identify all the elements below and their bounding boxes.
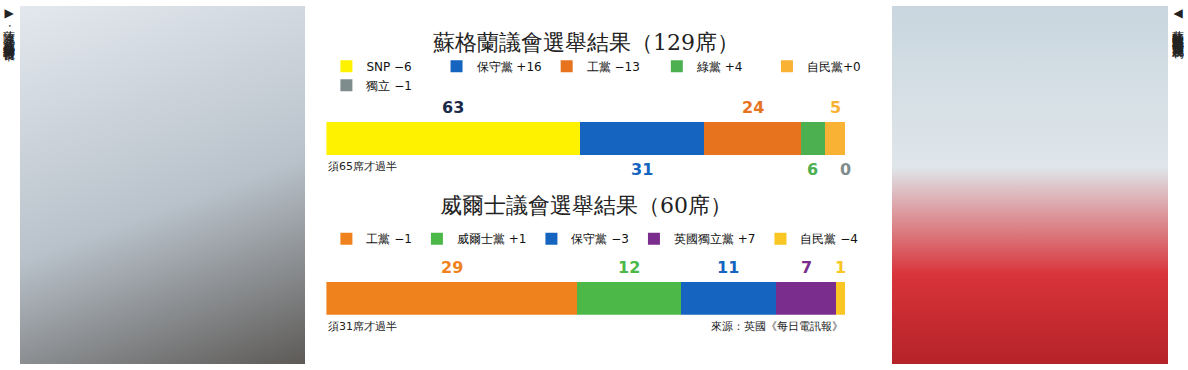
svg-text:獨立 −1: 獨立 −1 xyxy=(366,79,412,93)
html-text:◀蘇格蘭民族黨黨魁斯特金六日慶祝勝利: ◀蘇格蘭民族黨黨魁斯特金六日慶祝勝利 xyxy=(1171,6,1185,38)
svg-text:工黨 −13: 工黨 −13 xyxy=(587,60,640,74)
svg-text:7: 7 xyxy=(801,258,812,277)
svg-text:1: 1 xyxy=(835,258,846,277)
svg-text:12: 12 xyxy=(618,258,640,277)
svg-text:5: 5 xyxy=(830,98,841,117)
svg-text:英國獨立黨 +7: 英國獨立黨 +7 xyxy=(674,232,756,246)
svg-text:工黨 −1: 工黨 −1 xyxy=(366,232,412,246)
svg-text:須65席才過半: 須65席才過半 xyxy=(328,160,397,173)
html-text:美聯社: 美聯社 xyxy=(1171,361,1185,364)
svg-text:綠黨 +4: 綠黨 +4 xyxy=(696,60,743,74)
svg-text:自民黨+0: 自民黨+0 xyxy=(807,60,861,74)
svg-text:須31席才過半: 須31席才過半 xyxy=(328,320,397,333)
html-text:美聯社: 美聯社 xyxy=(2,361,16,364)
svg-text:蘇格蘭議會選舉結果（129席）: 蘇格蘭議會選舉結果（129席） xyxy=(433,30,739,55)
svg-text:SNP −6: SNP −6 xyxy=(366,60,411,74)
svg-text:威爾士議會選舉結果（60席）: 威爾士議會選舉結果（60席） xyxy=(440,193,732,218)
svg-text:保守黨 −3: 保守黨 −3 xyxy=(571,232,629,246)
svg-text:來源：英國《每日電訊報》: 來源：英國《每日電訊報》 xyxy=(711,320,843,333)
svg-text:31: 31 xyxy=(631,160,653,179)
svg-text:0: 0 xyxy=(840,160,851,179)
svg-text:11: 11 xyxy=(717,258,739,277)
svg-text:自民黨 −4: 自民黨 −4 xyxy=(800,232,858,246)
html-text:▶薩迪克·汗成為首位穆斯林倫敦市長: ▶薩迪克·汗成為首位穆斯林倫敦市長 xyxy=(2,6,16,41)
svg-text:保守黨 +16: 保守黨 +16 xyxy=(477,60,542,74)
svg-text:威爾士黨 +1: 威爾士黨 +1 xyxy=(457,232,527,246)
svg-text:6: 6 xyxy=(807,160,818,179)
svg-text:63: 63 xyxy=(442,98,464,117)
svg-text:24: 24 xyxy=(742,98,764,117)
svg-text:29: 29 xyxy=(441,258,463,277)
